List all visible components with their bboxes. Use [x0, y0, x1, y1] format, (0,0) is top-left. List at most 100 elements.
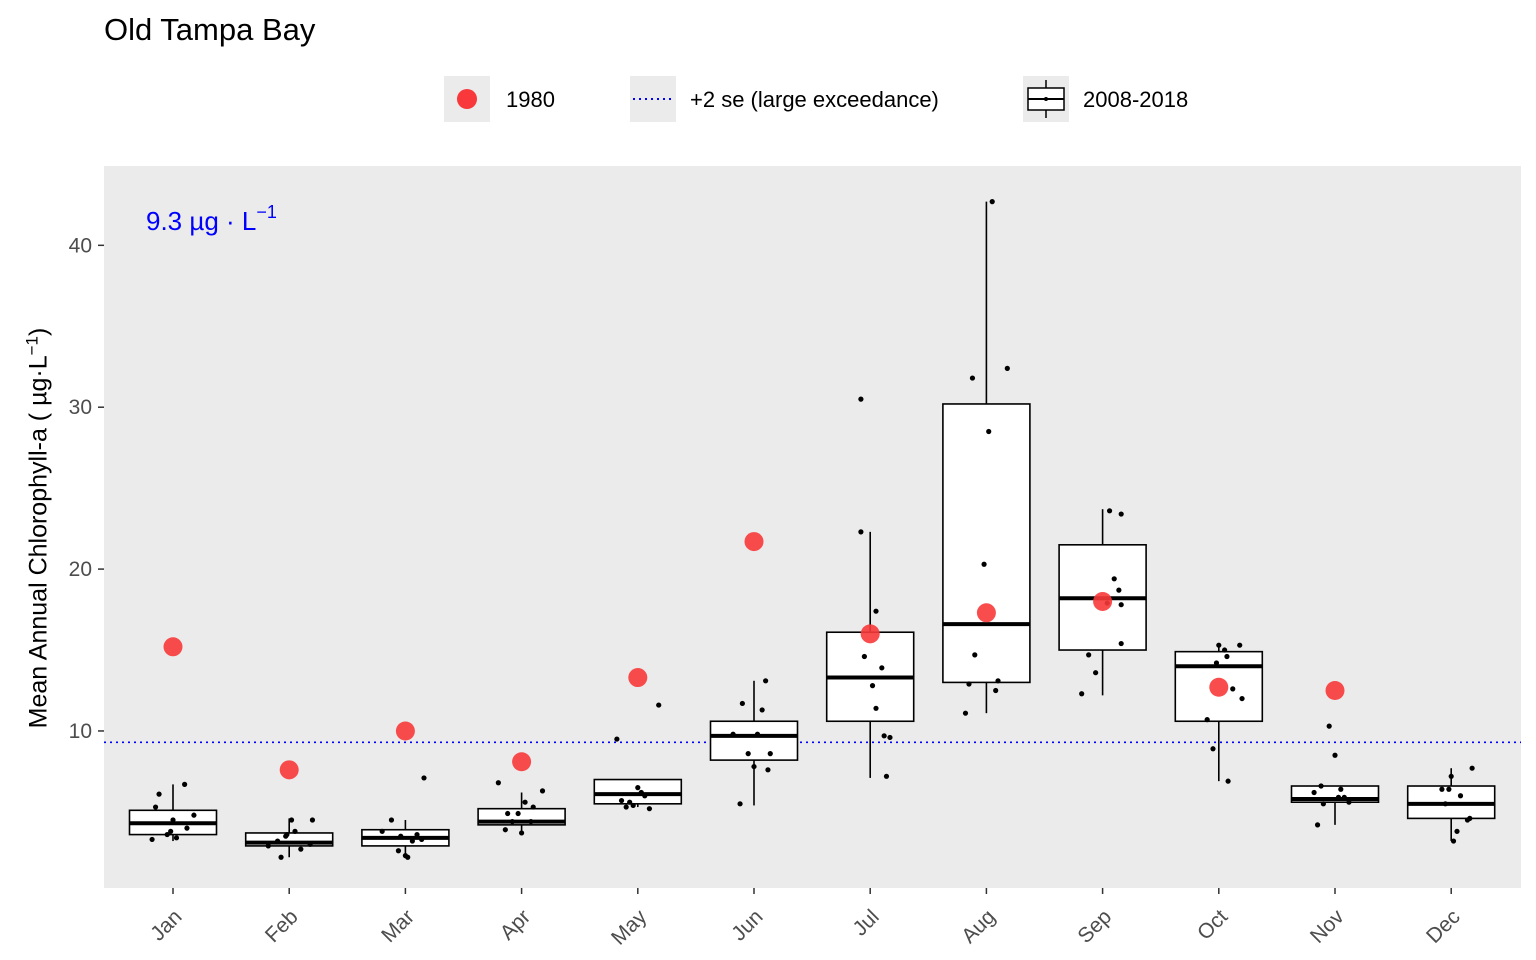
- jitter-point: [1457, 793, 1464, 799]
- jitter-point: [149, 836, 155, 843]
- jitter-point: [1332, 752, 1338, 758]
- jitter-point: [409, 838, 415, 844]
- jitter-point: [1222, 647, 1228, 653]
- jitter-point: [152, 804, 159, 810]
- jitter-point: [887, 734, 893, 741]
- legend-box-symbol: [1027, 80, 1065, 118]
- jitter-point: [1454, 828, 1460, 834]
- jitter-points: [149, 199, 1475, 860]
- jitter-point: [1224, 653, 1230, 660]
- jitter-point: [873, 705, 879, 711]
- x-tick-label: Oct: [1193, 905, 1232, 944]
- jitter-point: [656, 702, 662, 708]
- jitter-point: [405, 854, 411, 860]
- x-tick-label: Feb: [261, 905, 303, 947]
- legend: 1980 +2 se (large exceedance) 2008-2018: [0, 0, 1536, 130]
- jitter-point: [509, 819, 515, 825]
- jitter-point: [881, 733, 887, 739]
- box-jan: [128, 784, 218, 842]
- threshold-annotation-text: 9.3 µg · L: [146, 206, 256, 236]
- box-mar: [361, 820, 450, 856]
- x-tick-label: May: [607, 905, 652, 950]
- jitter-point: [515, 810, 521, 817]
- jitter-point: [737, 801, 743, 807]
- box-dec: [1406, 768, 1496, 842]
- jitter-point: [739, 700, 745, 707]
- jitter-point: [767, 751, 773, 757]
- jitter-point: [173, 835, 180, 841]
- jitter-point: [156, 791, 162, 797]
- jitter-point: [530, 804, 536, 810]
- jitter-point: [298, 846, 304, 852]
- jitter-point: [505, 810, 511, 817]
- box-rect: [709, 720, 799, 761]
- jitter-point: [1450, 838, 1457, 844]
- point-1980: [744, 532, 764, 552]
- jitter-point: [646, 806, 653, 812]
- jitter-point: [763, 678, 769, 684]
- point-1980: [395, 721, 415, 741]
- x-tick-label: Aug: [957, 905, 1000, 948]
- jitter-point: [730, 731, 736, 737]
- jitter-point: [883, 773, 890, 779]
- plot-panel: [104, 166, 1521, 888]
- jitter-point: [414, 831, 420, 838]
- jitter-point: [1111, 576, 1117, 582]
- point-1980: [628, 668, 648, 688]
- jitter-point: [419, 836, 425, 843]
- jitter-point: [759, 707, 765, 713]
- jitter-point: [1469, 765, 1475, 771]
- jitter-point: [981, 561, 987, 567]
- x-axis: Jan Feb Mar Apr May Jun Jul Aug Sep Oct Nov Dec: [146, 888, 1465, 950]
- threshold-annotation-superscript: −1: [256, 202, 277, 222]
- jitter-point: [1116, 587, 1122, 593]
- y-tick-label: 30: [69, 396, 92, 419]
- jitter-point: [858, 396, 864, 402]
- jitter-point: [1320, 801, 1326, 807]
- jitter-point: [1239, 695, 1245, 702]
- legend-box-dot: [1044, 97, 1048, 101]
- box-jun: [709, 680, 799, 806]
- jitter-point: [1318, 783, 1324, 789]
- box-rect: [942, 403, 1031, 684]
- jitter-point: [1118, 511, 1124, 517]
- x-tick-label: Apr: [496, 905, 535, 944]
- jitter-point: [765, 767, 771, 773]
- jitter-point: [1467, 815, 1473, 821]
- jitter-point: [618, 797, 625, 804]
- jitter-point: [873, 608, 879, 614]
- jitter-point: [395, 848, 402, 854]
- jitter-point: [1204, 717, 1210, 723]
- jitter-point: [1118, 640, 1124, 647]
- point-1980: [163, 637, 183, 657]
- legend-box-label: 2008-2018: [1083, 87, 1189, 112]
- y-tick-label: 20: [69, 558, 92, 581]
- jitter-point: [309, 817, 316, 823]
- points-1980: [163, 532, 1345, 780]
- x-tick-label: Jun: [727, 905, 767, 945]
- jitter-point: [1335, 794, 1342, 800]
- jitter-point: [1004, 365, 1010, 371]
- y-tick-label: 40: [69, 234, 92, 257]
- page-title: Old Tampa Bay: [104, 12, 316, 47]
- jitter-point: [519, 830, 525, 836]
- jitter-point: [1311, 789, 1317, 796]
- point-1980: [976, 603, 996, 623]
- jitter-point: [1225, 778, 1231, 784]
- jitter-point: [751, 763, 757, 770]
- jitter-point: [307, 841, 313, 847]
- legend-point-marker: [457, 89, 477, 109]
- point-1980: [1325, 681, 1345, 701]
- jitter-point: [284, 831, 290, 838]
- threshold-annotation: 9.3 µg · L−1: [146, 202, 277, 236]
- jitter-point: [184, 825, 190, 831]
- jitter-point: [502, 827, 508, 833]
- legend-line-label: +2 se (large exceedance): [690, 87, 939, 112]
- jitter-point: [642, 793, 648, 799]
- x-tick-label: Jul: [848, 905, 883, 940]
- legend-line-symbol: [633, 98, 673, 100]
- box-series: [128, 201, 1496, 858]
- box-aug: [942, 201, 1031, 714]
- jitter-point: [182, 781, 188, 787]
- jitter-point: [495, 780, 501, 786]
